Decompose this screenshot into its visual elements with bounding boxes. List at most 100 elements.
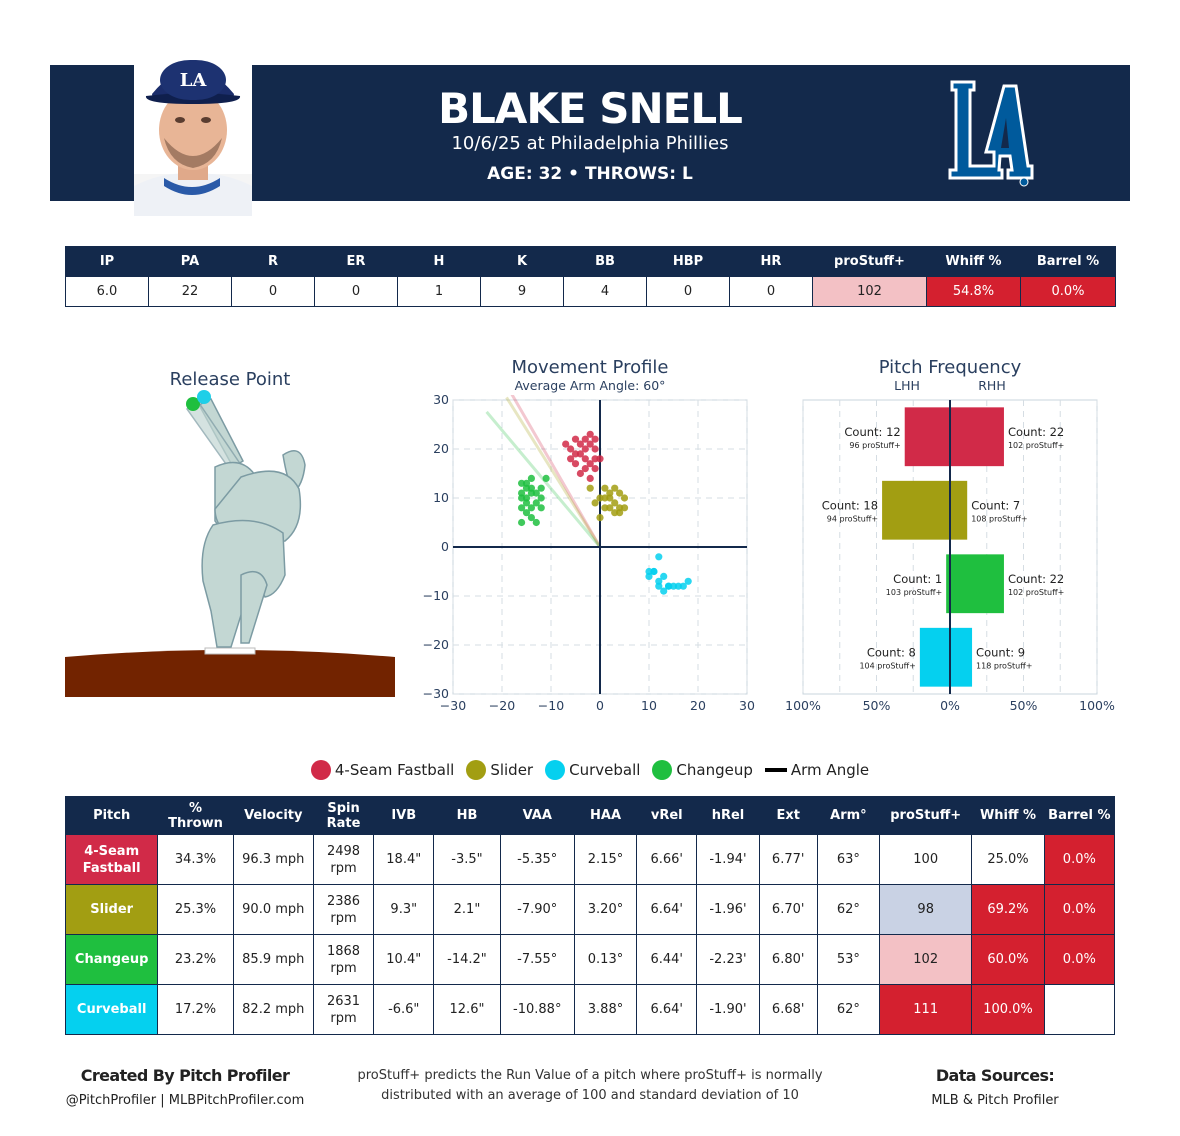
pitch-header-spin-rate: Spin Rate [312, 796, 375, 835]
movement-point-curveball [655, 582, 663, 590]
frequency-rhh-prostuff: 102 proStuff+ [1008, 441, 1064, 450]
pitch-header-text: Velocity [244, 808, 303, 823]
summary-value-whiff: 54.8% [926, 276, 1021, 307]
pitch-name-text: 4-Seam [84, 843, 140, 859]
frequency-x-tick-label: 100% [1079, 698, 1115, 713]
frequency-lhh-prostuff: 103 proStuff+ [886, 588, 942, 597]
pitch-header-text: Whiff % [979, 808, 1037, 823]
pitch-name-cell: 4-Seam Fastball [64, 834, 159, 885]
pitch-cell-whiff: 100.0% [971, 984, 1045, 1035]
pitch-cell-hrel: -2.23' [696, 934, 760, 985]
legend-item-4-seam-fastball: 4-Seam Fastball [310, 760, 454, 780]
legend-dot-icon [466, 760, 487, 780]
movement-point-slider [601, 494, 609, 502]
frequency-rhh-count: Count: 22 [1008, 425, 1064, 439]
pitch-cell-arm: 62° [816, 984, 881, 1035]
movement-point-4-seam-fastball [591, 435, 599, 443]
pitch-name-text: Changeup [74, 952, 149, 967]
spin-rate-value: 2631 [326, 993, 361, 1009]
movement-point-curveball [684, 577, 692, 585]
pitch-header-text: Arm° [830, 808, 867, 823]
frequency-rhh-count: Count: 9 [976, 645, 1025, 659]
pitch-name-cell: Changeup [64, 934, 159, 985]
frequency-bar-lhh-curveball [919, 627, 950, 687]
credit-title: Created By Pitch Profiler [80, 1066, 290, 1085]
summary-header-prostuff: proStuff+ [812, 246, 927, 277]
pitch-header-text: % [188, 800, 202, 816]
movement-point-slider [606, 504, 614, 512]
pitch-header-velocity: Velocity [232, 796, 314, 835]
pitch-cell-barrel: 0.0% [1043, 884, 1116, 935]
pitching-mound [65, 650, 395, 697]
summary-header-ip: IP [65, 246, 149, 277]
arm-angle-line [505, 396, 602, 548]
movement-point-changeup [542, 474, 550, 482]
summary-header-bb: BB [563, 246, 647, 277]
movement-point-changeup [537, 494, 545, 502]
pitch-cell-velocity: 96.3 mph [232, 834, 314, 885]
pitch-cell-thrown: 23.2% [157, 934, 234, 985]
frequency-bar-rhh-curveball [950, 627, 973, 687]
pitch-cell-ivb: 18.4" [373, 834, 435, 885]
movement-point-slider [616, 489, 624, 497]
movement-point-4-seam-fastball [576, 469, 584, 478]
movement-point-changeup [518, 504, 526, 512]
movement-point-slider [606, 489, 614, 497]
pitch-header-prostuff: proStuff+ [879, 796, 973, 835]
movement-point-curveball [660, 572, 668, 580]
pitch-cell-prostuff: 98 [879, 884, 973, 935]
movement-profile-subtitle: Average Arm Angle: 60° [514, 378, 666, 393]
legend-item-slider: Slider [466, 760, 533, 780]
spin-rate-value: 1868 [326, 943, 361, 959]
arm-angle-line [510, 395, 602, 548]
pitch-cell-ivb: 9.3" [373, 884, 435, 935]
pitch-row-slider: Slider 25.3% 90.0 mph 2386 rpm 9.3" 2.1" -7.90°… [64, 884, 1116, 935]
pitch-metrics-table: Pitch% Thrown Velocity Spin Rate IVB HB VAA HAA v… [64, 796, 1116, 1035]
movement-point-curveball [679, 582, 687, 590]
pitch-cell-hb: -14.2" [433, 934, 501, 985]
release-point-changeup [186, 397, 200, 411]
movement-point-changeup [537, 504, 545, 512]
spin-rate-unit: rpm [330, 1010, 357, 1026]
movement-point-curveball [660, 587, 668, 595]
movement-point-4-seam-fastball [571, 435, 580, 443]
movement-x-tick-label: −10 [538, 698, 564, 713]
pitch-header-ivb: IVB [373, 796, 435, 835]
frequency-lhh-prostuff: 94 proStuff+ [827, 514, 878, 523]
movement-point-4-seam-fastball [567, 455, 575, 463]
pitch-cell-barrel [1043, 984, 1116, 1035]
frequency-lhh-prostuff: 104 proStuff+ [859, 661, 915, 670]
movement-point-4-seam-fastball [581, 465, 589, 473]
movement-point-4-seam-fastball [586, 474, 594, 482]
pitch-header-text: hRel [711, 808, 745, 823]
pitch-name-cell: Curveball [64, 984, 159, 1035]
pitch-cell-whiff: 25.0% [971, 834, 1045, 885]
summary-value-prostuff: 102 [812, 276, 927, 307]
prostuff-note-line2: distributed with an average of 100 and s… [381, 1088, 799, 1103]
movement-point-slider [596, 514, 604, 522]
frequency-rhh-count: Count: 22 [1008, 572, 1064, 586]
movement-point-changeup [527, 474, 535, 482]
movement-y-tick-label: 10 [433, 490, 449, 505]
pitch-header-vrel: vRel [636, 796, 698, 835]
pitch-cell-ivb: -6.6" [373, 984, 435, 1035]
pitch-header-hrel: hRel [696, 796, 760, 835]
pitch-cell-haa: 0.13° [573, 934, 638, 985]
movement-point-4-seam-fastball [581, 445, 589, 453]
pitch-header-text: Thrown [168, 815, 223, 831]
pitch-header-thrown: % Thrown [157, 796, 234, 835]
prostuff-note-line1: proStuff+ predicts the Run Value of a pi… [357, 1068, 823, 1083]
movement-point-4-seam-fastball [581, 455, 589, 463]
pitch-header-pitch: Pitch [64, 796, 159, 835]
pitch-cell-velocity: 90.0 mph [232, 884, 314, 935]
summary-value-er: 0 [314, 276, 398, 307]
pitch-row-4-seam-fastball: 4-Seam Fastball 34.3% 96.3 mph 2498 rpm 18.4" -… [64, 834, 1116, 885]
pitch-cell-vaa: -5.35° [499, 834, 575, 885]
movement-x-tick-label: −30 [440, 698, 466, 713]
movement-y-tick-label: 0 [441, 539, 449, 554]
movement-point-changeup [537, 484, 545, 492]
legend-label: Changeup [676, 761, 753, 779]
pitch-header-text: Ext [776, 808, 800, 823]
summary-header-h: H [397, 246, 481, 277]
movement-point-4-seam-fastball [586, 430, 594, 438]
